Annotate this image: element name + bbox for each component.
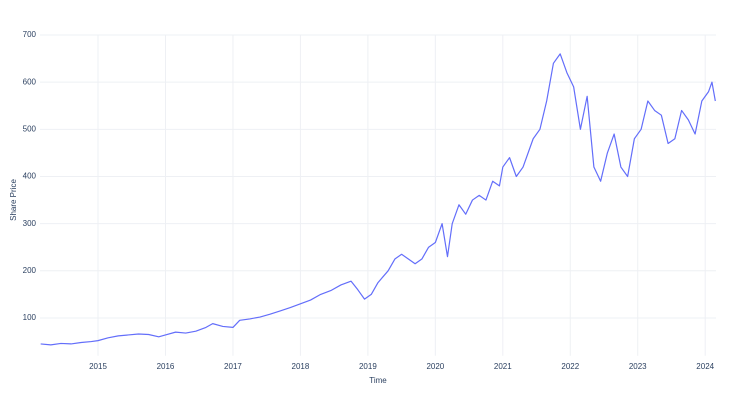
x-tick-label: 2018 [292, 362, 310, 371]
line [40, 53, 716, 346]
x-tick-label: 2015 [89, 362, 107, 371]
y-tick-label: 200 [23, 266, 37, 275]
x-axis-title: Time [369, 376, 387, 385]
y-tick-label: 600 [23, 77, 37, 86]
x-tick-label: 2024 [696, 362, 714, 371]
x-tick-label: 2023 [629, 362, 647, 371]
y-tick-label: 700 [23, 30, 37, 39]
y-tick-label: 500 [23, 124, 37, 133]
x-tick-label: 2020 [426, 362, 444, 371]
x-tick-label: 2017 [224, 362, 242, 371]
y-tick-label: 400 [23, 172, 37, 181]
x-tick-label: 2022 [561, 362, 579, 371]
x-tick-label: 2019 [359, 362, 377, 371]
y-tick-label: 300 [23, 219, 37, 228]
y-axis-title: Share Price [9, 179, 18, 221]
x-tick-label: 2016 [157, 362, 175, 371]
x-tick-label: 2021 [494, 362, 512, 371]
y-tick-label: 100 [23, 313, 37, 322]
